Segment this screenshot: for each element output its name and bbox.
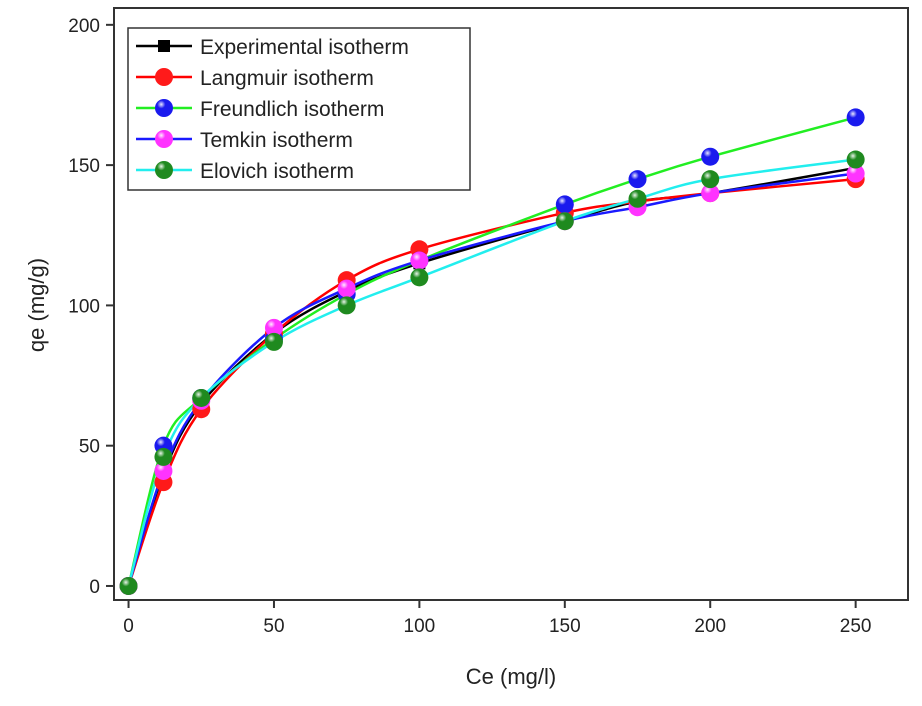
x-tick-label: 0	[123, 616, 134, 637]
data-point-highlight	[410, 251, 429, 270]
series-temkin-isotherm	[127, 172, 856, 587]
series-markers	[119, 170, 865, 595]
legend: Experimental isotherm Langmuir isotherm Fr…	[127, 27, 471, 191]
series-line	[127, 177, 856, 587]
data-point-highlight	[701, 170, 720, 189]
data-point-highlight	[701, 184, 720, 203]
data-point-highlight	[846, 108, 865, 127]
series-line	[127, 172, 856, 587]
legend-marker-highlight	[155, 161, 173, 179]
x-axis-label: Ce (mg/l)	[466, 664, 556, 689]
data-point-highlight	[628, 170, 647, 189]
x-tick-label: 250	[840, 616, 872, 637]
data-point-highlight	[337, 279, 356, 298]
x-tick-label: 50	[263, 616, 284, 637]
data-point-highlight	[192, 388, 211, 407]
y-tick-label: 50	[79, 437, 100, 458]
legend-label: Temkin isotherm	[200, 129, 353, 152]
x-tick-label: 200	[694, 616, 726, 637]
legend-label: Freundlich isotherm	[200, 98, 384, 121]
series-line	[127, 158, 856, 587]
legend-marker	[158, 40, 170, 52]
legend-marker-highlight	[155, 99, 173, 117]
data-point-highlight	[555, 195, 574, 214]
data-point-highlight	[119, 576, 138, 595]
data-point-highlight	[628, 189, 647, 208]
data-point-highlight	[701, 147, 720, 166]
data-point-highlight	[337, 296, 356, 315]
y-axis-label: qe (mg/g)	[24, 258, 49, 352]
data-point-highlight	[264, 318, 283, 337]
data-point-highlight	[410, 268, 429, 287]
series-langmuir-isotherm	[127, 177, 856, 587]
series-freundlich-isotherm	[127, 116, 856, 587]
legend-label: Elovich isotherm	[200, 160, 354, 183]
series-markers	[119, 150, 865, 595]
y-tick-label: 0	[89, 577, 100, 598]
legend-marker-highlight	[155, 130, 173, 148]
data-point-highlight	[264, 332, 283, 351]
data-point-highlight	[846, 164, 865, 183]
series-elovich-isotherm	[127, 158, 856, 587]
x-tick-label: 100	[404, 616, 436, 637]
series-markers	[122, 161, 862, 592]
x-tick-label: 150	[549, 616, 581, 637]
legend-label: Experimental isotherm	[200, 36, 409, 59]
series-line	[127, 116, 856, 587]
y-tick-label: 200	[68, 16, 100, 37]
legend-label: Langmuir isotherm	[200, 67, 374, 90]
y-tick-label: 150	[68, 156, 100, 177]
y-tick-label: 100	[68, 296, 100, 317]
data-point-highlight	[555, 212, 574, 231]
legend-marker	[155, 68, 173, 86]
data-point-highlight	[846, 150, 865, 169]
plot-frame	[113, 7, 909, 601]
data-point-highlight	[154, 461, 173, 480]
data-point-highlight	[154, 447, 173, 466]
